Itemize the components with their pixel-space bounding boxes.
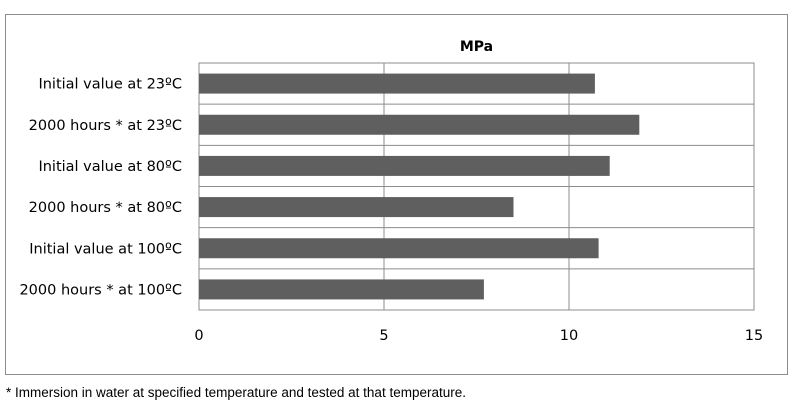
bar	[199, 155, 610, 176]
bar	[199, 238, 599, 259]
category-label: Initial value at 100ºC	[29, 241, 182, 257]
category-label: 2000 hours * at 23ºC	[29, 118, 182, 134]
bar	[199, 73, 595, 94]
bar	[199, 279, 484, 300]
bar	[199, 114, 640, 135]
category-label: 2000 hours * at 100ºC	[19, 282, 182, 298]
x-tick-label: 0	[194, 328, 203, 344]
chart-title: MPa	[460, 39, 493, 55]
category-label: 2000 hours * at 80ºC	[29, 200, 182, 216]
x-tick-label: 10	[560, 328, 578, 344]
x-tick-label: 5	[379, 328, 388, 344]
footnote: * Immersion in water at specified temper…	[6, 385, 466, 400]
category-label: Initial value at 80ºC	[38, 159, 182, 175]
bar-chart: MPa 0 5 10 15 Initial value at 23ºC 2000 hours…	[19, 39, 763, 344]
chart-frame	[5, 14, 788, 375]
category-label: Initial value at 23ºC	[38, 77, 182, 93]
bar	[199, 197, 514, 218]
x-tick-label: 15	[745, 328, 763, 344]
